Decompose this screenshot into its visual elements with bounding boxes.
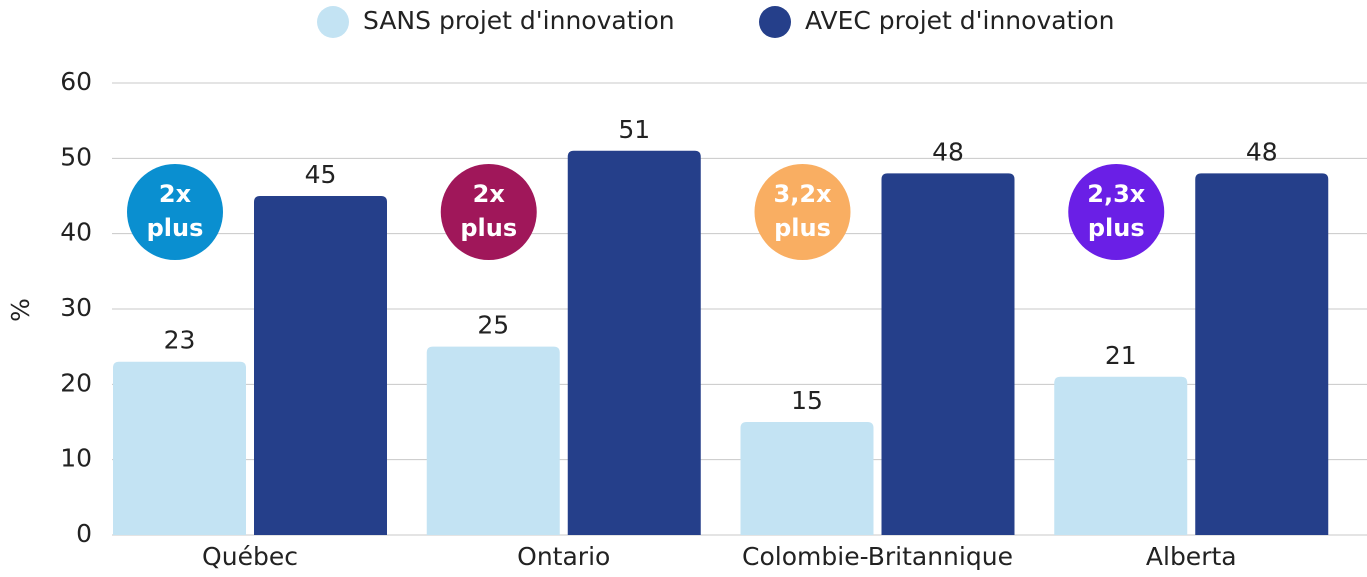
x-tick-label: Québec (202, 542, 298, 571)
y-tick-label: 60 (60, 67, 92, 96)
y-tick-label: 10 (60, 444, 92, 473)
value-label: 15 (791, 386, 823, 415)
x-tick-label: Alberta (1146, 542, 1237, 571)
annotation-badge (440, 164, 537, 260)
annotation-text: plus (1088, 214, 1145, 242)
annotation-badge (754, 164, 851, 260)
x-tick-label: Ontario (517, 542, 610, 571)
bar (1054, 376, 1188, 535)
annotation-text: 2x (473, 180, 506, 208)
annotation-text: plus (147, 214, 204, 242)
legend-label: AVEC projet d'innovation (805, 6, 1114, 35)
annotation-text: 2,3x (1087, 180, 1146, 208)
bar (254, 196, 387, 535)
y-tick-label: 50 (60, 142, 92, 171)
value-label: 21 (1105, 341, 1137, 370)
value-label: 48 (932, 137, 964, 166)
bar (881, 173, 1015, 535)
value-label: 48 (1246, 137, 1278, 166)
annotation-text: 2x (159, 180, 192, 208)
value-label: 45 (305, 160, 337, 189)
annotation-badge (127, 164, 223, 260)
x-tick-label: Colombie-Britannique (742, 542, 1013, 571)
value-label: 25 (477, 311, 509, 340)
y-axis-label: % (6, 298, 35, 322)
y-tick-label: 0 (76, 519, 92, 548)
legend-swatch (759, 6, 791, 38)
annotation-badge (1068, 164, 1165, 260)
annotation-text: 3,2x (774, 180, 833, 208)
y-tick-label: 30 (60, 293, 92, 322)
annotation-text: plus (460, 214, 517, 242)
value-label: 51 (618, 115, 650, 144)
bar (426, 346, 560, 535)
y-tick-label: 20 (60, 368, 92, 397)
bar (113, 361, 246, 535)
value-label: 23 (164, 326, 196, 355)
legend-label: SANS projet d'innovation (363, 6, 675, 35)
bar (567, 150, 701, 536)
y-tick-label: 40 (60, 218, 92, 247)
bar (1195, 173, 1329, 535)
annotation-text: plus (774, 214, 831, 242)
bar (740, 422, 874, 535)
legend-swatch (317, 6, 349, 38)
